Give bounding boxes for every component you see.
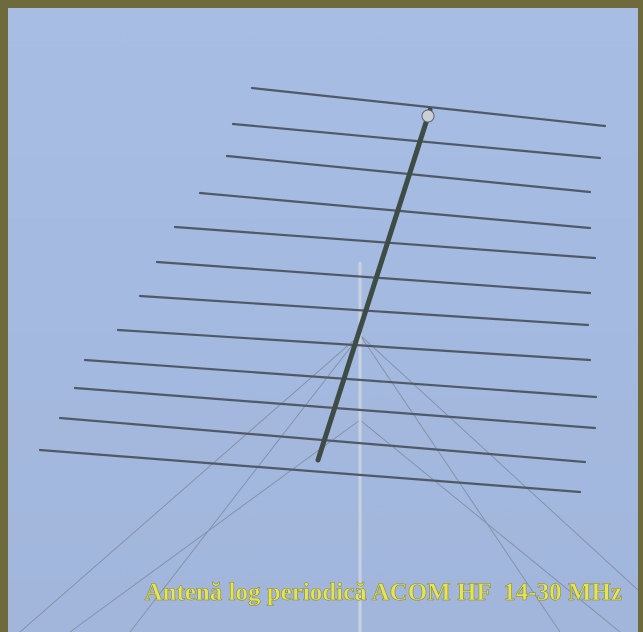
sky xyxy=(8,8,638,632)
feed-point xyxy=(421,109,435,123)
caption: Antenă log periodică ACOM HF 14-30 MHz xyxy=(145,579,623,606)
boom xyxy=(315,107,433,463)
